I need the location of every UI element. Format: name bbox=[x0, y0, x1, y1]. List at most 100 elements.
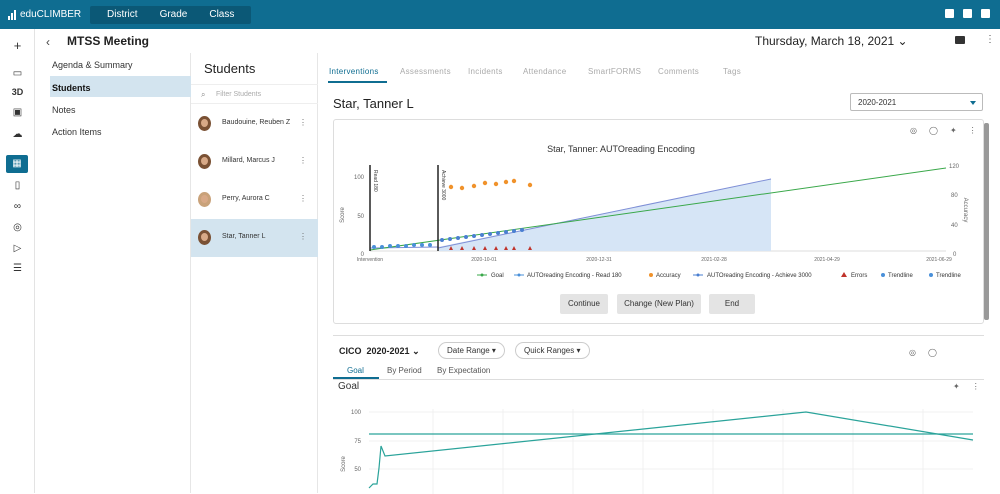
y-tick-right: 40 bbox=[951, 223, 958, 229]
meeting-date[interactable]: Thursday, March 18, 2021 ⌄ bbox=[755, 34, 908, 48]
tab-comments[interactable]: Comments bbox=[658, 67, 700, 76]
app-logo[interactable]: eduCLIMBER bbox=[8, 9, 90, 20]
student-menu-icon[interactable]: ⋮ bbox=[299, 156, 307, 165]
tab-incidents[interactable]: Incidents bbox=[468, 67, 503, 76]
phase-label-read180: Read 180 bbox=[372, 170, 378, 192]
back-arrow-icon[interactable]: ‹ bbox=[46, 35, 50, 49]
legend-item[interactable]: Trendline bbox=[888, 273, 913, 279]
y-tick: 100 bbox=[351, 410, 362, 416]
more-menu-icon[interactable]: ⋮ bbox=[971, 382, 980, 391]
cico-goal-chart: Score 100 75 50 25 bbox=[341, 409, 974, 494]
group-icon[interactable]: ◎ bbox=[910, 126, 917, 135]
legend-item[interactable]: AUTOreading Encoding - Achieve 3000 bbox=[707, 273, 812, 279]
accuracy-series bbox=[448, 178, 533, 191]
notes-icon[interactable] bbox=[945, 9, 954, 18]
data-point bbox=[396, 244, 400, 248]
student-row[interactable]: Millard, Marcus J ⋮ bbox=[191, 143, 318, 181]
mail-icon[interactable] bbox=[963, 9, 972, 18]
pin-icon[interactable]: ✦ bbox=[953, 382, 960, 391]
data-point bbox=[496, 231, 500, 235]
continue-button[interactable]: Continue bbox=[560, 294, 608, 314]
x-tick: 2020-12-31 bbox=[586, 257, 612, 263]
monitor-icon[interactable]: ▣ bbox=[12, 107, 23, 118]
data-point bbox=[504, 230, 508, 234]
change-plan-button[interactable]: Change (New Plan) bbox=[617, 294, 701, 314]
data-point bbox=[504, 246, 508, 250]
nav-class[interactable]: Class bbox=[209, 9, 235, 20]
send-icon[interactable]: ▷ bbox=[13, 243, 22, 254]
student-name: Baudouine, Reuben Z bbox=[222, 119, 291, 126]
link-icon[interactable]: ∞ bbox=[13, 201, 22, 212]
tab-assessments[interactable]: Assessments bbox=[400, 67, 451, 76]
comment-icon[interactable]: ◯ bbox=[927, 348, 937, 357]
filter-students-input[interactable]: ⌕ Filter Students bbox=[191, 84, 318, 104]
nav-district[interactable]: District bbox=[107, 9, 138, 20]
tab-attendance[interactable]: Attendance bbox=[523, 67, 567, 76]
student-heading: Star, Tanner L bbox=[333, 96, 414, 111]
legend-item[interactable]: Accuracy bbox=[656, 273, 681, 279]
cico-title[interactable]: CICO 2020-2021 ⌄ bbox=[339, 346, 420, 357]
student-row-selected[interactable]: Star, Tanner L ⋮ bbox=[191, 219, 318, 257]
subtab-by-expectation[interactable]: By Expectation bbox=[437, 366, 491, 375]
data-point bbox=[440, 238, 444, 242]
group-icon[interactable]: ◎ bbox=[909, 348, 916, 357]
people-icon[interactable]: ◎ bbox=[13, 222, 22, 233]
y-axis-label-left: Score bbox=[340, 207, 346, 223]
print-icon[interactable] bbox=[955, 36, 965, 44]
student-row[interactable]: Perry, Aurora C ⋮ bbox=[191, 181, 318, 219]
menu-action-items[interactable]: Action Items bbox=[52, 127, 102, 137]
student-menu-icon[interactable]: ⋮ bbox=[299, 194, 307, 203]
legend-item[interactable]: Errors bbox=[851, 273, 867, 279]
date-range-label: Date Range bbox=[447, 346, 490, 355]
tab-smartforms[interactable]: SmartFORMS bbox=[588, 67, 642, 76]
student-menu-icon[interactable]: ⋮ bbox=[299, 118, 307, 127]
student-row[interactable]: Baudouine, Reuben Z ⋮ bbox=[191, 105, 318, 143]
scrollbar[interactable] bbox=[984, 123, 989, 320]
data-point bbox=[449, 246, 453, 250]
school-year-value: 2020-2021 bbox=[858, 98, 897, 107]
data-point bbox=[480, 233, 484, 237]
menu-notes[interactable]: Notes bbox=[52, 105, 76, 115]
3d-icon[interactable]: 3D bbox=[11, 87, 24, 97]
subtab-goal[interactable]: Goal bbox=[347, 366, 364, 375]
y-tick-right: 80 bbox=[951, 193, 958, 199]
list-icon[interactable]: ☰ bbox=[13, 263, 22, 274]
clipboard-icon[interactable]: ▯ bbox=[14, 180, 21, 191]
student-menu-icon[interactable]: ⋮ bbox=[299, 232, 307, 241]
calendar-icon[interactable]: ▦ bbox=[6, 155, 28, 173]
quick-ranges-dropdown[interactable]: Quick Ranges ▾ bbox=[515, 342, 590, 359]
legend-item[interactable]: Trendline bbox=[936, 273, 961, 279]
user-icon[interactable] bbox=[981, 9, 990, 18]
tab-interventions[interactable]: Interventions bbox=[329, 67, 379, 76]
add-icon[interactable]: + bbox=[13, 38, 22, 53]
active-tab-indicator bbox=[328, 81, 387, 83]
meeting-date-text: Thursday, March 18, 2021 bbox=[755, 34, 895, 48]
data-point bbox=[448, 184, 454, 190]
tab-tags[interactable]: Tags bbox=[723, 67, 742, 76]
y-tick: 0 bbox=[361, 252, 365, 258]
menu-agenda[interactable]: Agenda & Summary bbox=[52, 60, 133, 70]
y-tick: 50 bbox=[357, 214, 364, 220]
legend-item[interactable]: AUTOreading Encoding - Read 180 bbox=[527, 273, 622, 279]
cico-label: CICO bbox=[339, 346, 362, 356]
quick-ranges-label: Quick Ranges bbox=[524, 346, 575, 355]
subtab-by-period[interactable]: By Period bbox=[387, 366, 422, 375]
y-tick-right: 120 bbox=[949, 164, 960, 170]
read180-series bbox=[372, 243, 432, 249]
intervention-chart: Star, Tanner: AUTOreading Encoding Score… bbox=[340, 144, 968, 279]
y-tick-right: 0 bbox=[953, 252, 957, 258]
cloud-icon[interactable]: ☁ bbox=[12, 129, 23, 140]
legend-item[interactable]: Goal bbox=[491, 273, 504, 279]
pin-icon[interactable]: ✦ bbox=[949, 126, 957, 135]
date-range-dropdown[interactable]: Date Range ▾ bbox=[438, 342, 505, 359]
more-menu-icon[interactable]: ⋮ bbox=[968, 126, 977, 135]
school-year-select[interactable]: 2020-2021 bbox=[850, 93, 983, 111]
comment-icon[interactable]: ◯ bbox=[928, 126, 938, 135]
end-button[interactable]: End bbox=[709, 294, 755, 314]
student-name: Millard, Marcus J bbox=[222, 157, 275, 164]
dashboard-icon[interactable]: ▭ bbox=[12, 68, 23, 79]
achieve-trend-area bbox=[438, 179, 771, 251]
more-menu-icon[interactable]: ⋮ bbox=[985, 34, 995, 45]
menu-students[interactable]: Students bbox=[52, 83, 91, 93]
nav-grade[interactable]: Grade bbox=[159, 9, 188, 20]
